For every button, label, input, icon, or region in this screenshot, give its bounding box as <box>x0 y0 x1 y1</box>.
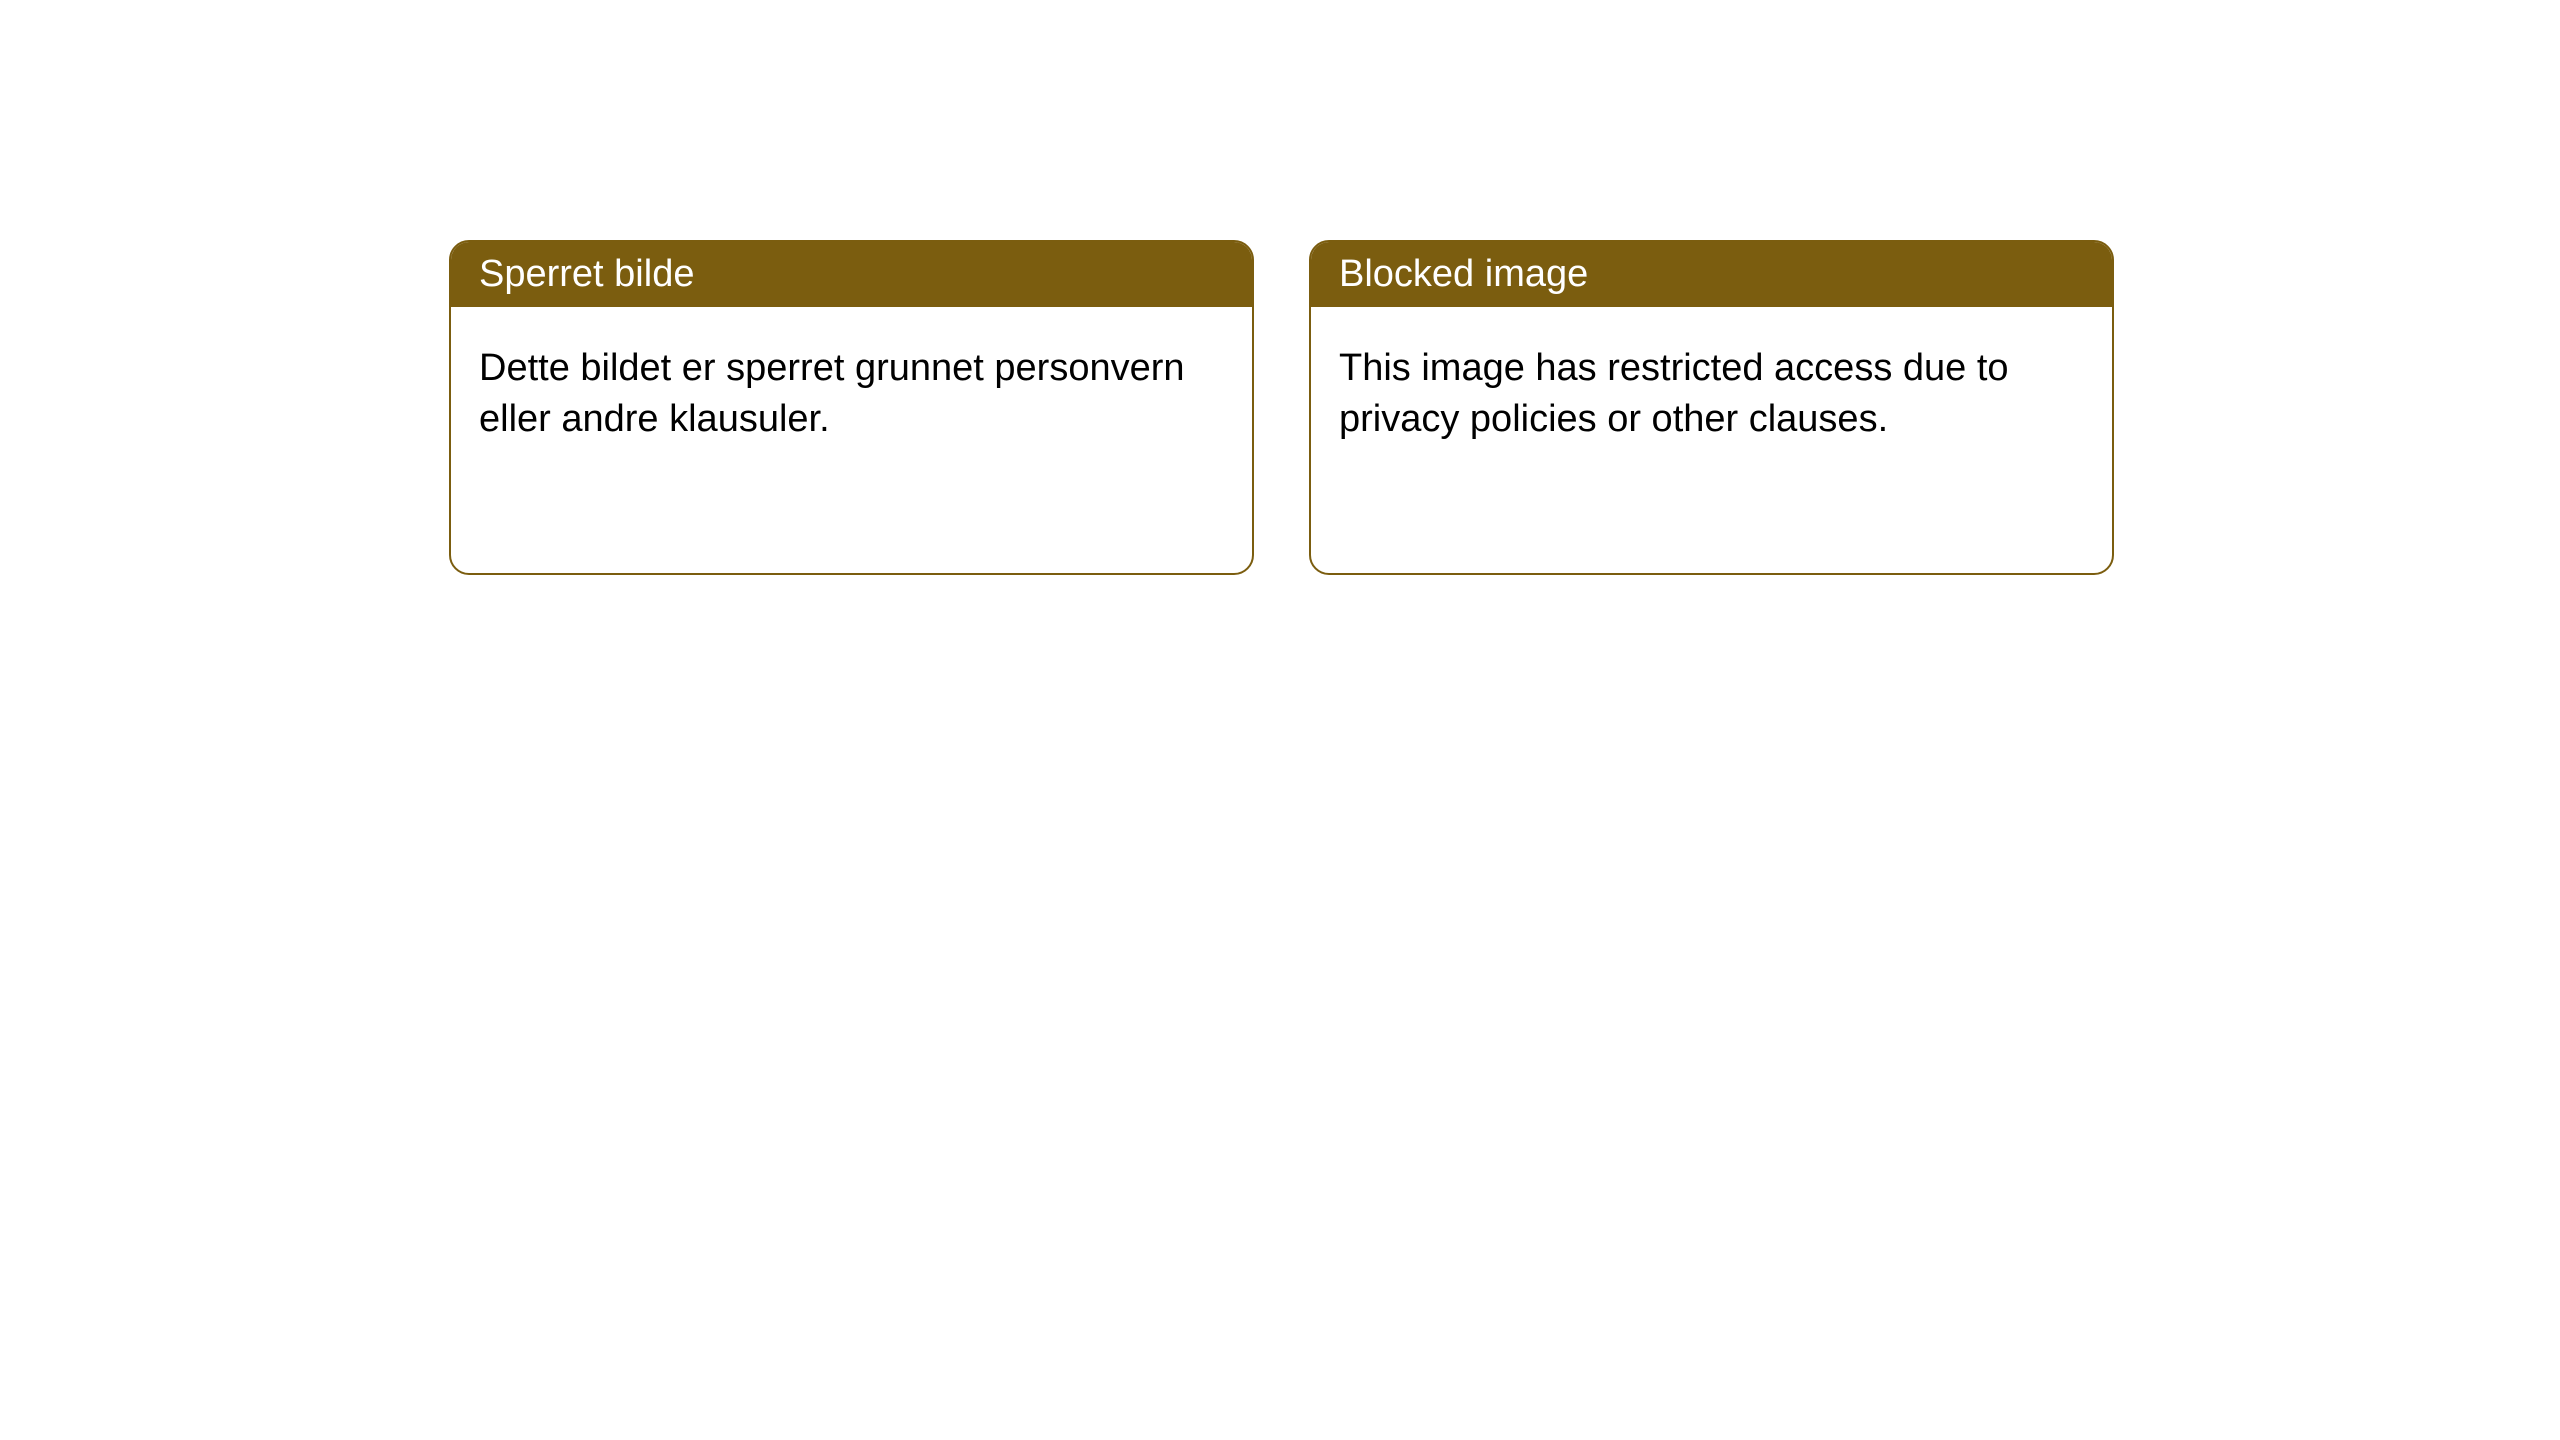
notice-card-norwegian: Sperret bilde Dette bildet er sperret gr… <box>449 240 1254 575</box>
notice-header: Sperret bilde <box>451 242 1252 307</box>
notice-body: Dette bildet er sperret grunnet personve… <box>451 307 1252 482</box>
notice-card-english: Blocked image This image has restricted … <box>1309 240 2114 575</box>
notice-header: Blocked image <box>1311 242 2112 307</box>
notice-body: This image has restricted access due to … <box>1311 307 2112 482</box>
notice-container: Sperret bilde Dette bildet er sperret gr… <box>0 0 2560 575</box>
